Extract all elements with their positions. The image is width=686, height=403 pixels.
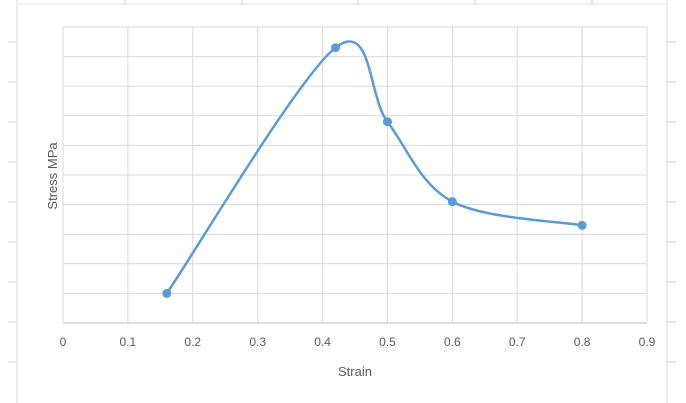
- x-tick-label: 0.2: [184, 335, 201, 349]
- spreadsheet-frame: [8, 0, 676, 403]
- x-tick-label: 0.6: [444, 335, 461, 349]
- data-point-marker: [331, 43, 341, 53]
- series-line: [165, 40, 583, 295]
- data-point-marker: [447, 197, 457, 207]
- x-tick-labels: 0 0.1 0.2 0.3 0.4 0.5 0.6 0.7 0.8 0.9: [60, 335, 656, 349]
- data-point-marker: [162, 288, 172, 298]
- x-tick-label: 0.9: [639, 335, 656, 349]
- data-point-marker: [577, 220, 587, 230]
- x-tick-label: 0: [60, 335, 67, 349]
- x-tick-label: 0.4: [314, 335, 331, 349]
- gridlines: [62, 26, 648, 324]
- x-axis-title: Strain: [338, 364, 372, 379]
- x-tick-label: 0.3: [249, 335, 266, 349]
- x-tick-label: 0.1: [120, 335, 137, 349]
- series-layer: [162, 40, 587, 298]
- x-tick-label: 0.8: [574, 335, 591, 349]
- data-point-marker: [382, 117, 392, 127]
- x-tick-label: 0.7: [509, 335, 526, 349]
- x-tick-label: 0.5: [379, 335, 396, 349]
- y-axis-title: Stress MPa: [45, 142, 60, 210]
